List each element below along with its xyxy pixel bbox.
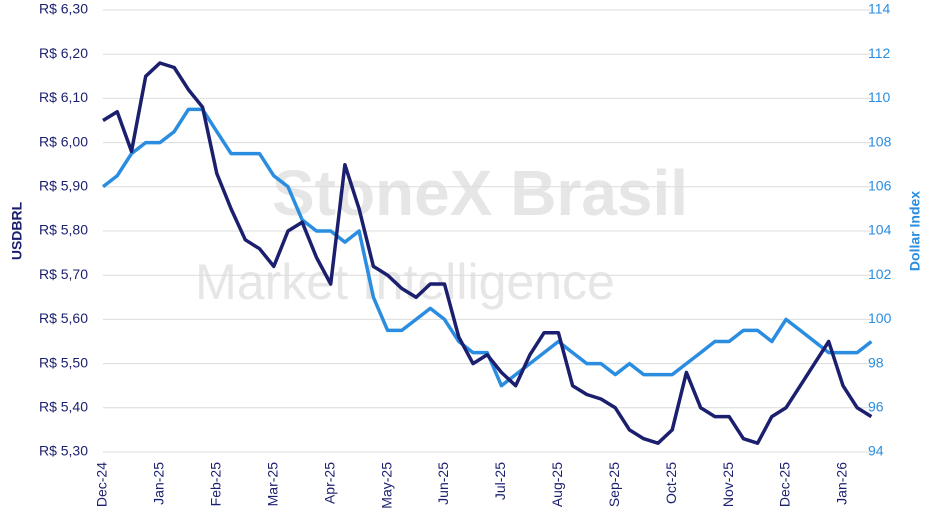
- y2-tick-label: 114: [868, 1, 891, 17]
- watermark: Market Intelligence: [195, 254, 615, 310]
- x-tick-label: Aug-25: [549, 462, 565, 507]
- y-tick-label: R$ 6,20: [39, 45, 88, 61]
- y-tick-label: R$ 6,00: [39, 133, 88, 149]
- y-tick-label: R$ 5,90: [39, 178, 88, 194]
- x-tick-label: Nov-25: [720, 462, 736, 507]
- x-tick-label: Dec-24: [94, 462, 110, 507]
- y-tick-label: R$ 5,80: [39, 222, 88, 238]
- y2-tick-label: 106: [868, 178, 892, 194]
- y2-tick-label: 98: [868, 354, 884, 370]
- y-axis-label: USDBRL: [9, 201, 25, 260]
- x-tick-label: Jan-25: [151, 462, 167, 505]
- x-tick-label: Jan-26: [834, 462, 850, 505]
- series-line: [101, 107, 873, 388]
- y2-tick-label: 110: [868, 89, 891, 105]
- x-tick-label: Jun-25: [435, 462, 451, 505]
- y2-tick-label: 94: [868, 443, 884, 459]
- x-tick-label: Mar-25: [264, 462, 280, 507]
- y2-tick-label: 104: [868, 222, 892, 238]
- y-tick-label: R$ 5,50: [39, 354, 88, 370]
- x-tick-label: May-25: [378, 462, 394, 509]
- y2-tick-label: 112: [868, 45, 891, 61]
- y-tick-label: R$ 5,30: [39, 443, 88, 459]
- x-tick-label: Feb-25: [208, 462, 224, 507]
- y2-tick-label: 102: [868, 266, 892, 282]
- y2-tick-label: 108: [868, 133, 892, 149]
- x-tick-label: Oct-25: [663, 462, 679, 504]
- series-line: [102, 61, 873, 445]
- y2-tick-label: 100: [868, 310, 892, 326]
- y-tick-label: R$ 5,40: [39, 399, 88, 415]
- y2-axis-label: Dollar Index: [907, 191, 923, 271]
- y-tick-label: R$ 5,70: [39, 266, 88, 282]
- y-tick-label: R$ 6,30: [39, 1, 88, 17]
- y-tick-label: R$ 6,10: [39, 89, 88, 105]
- x-tick-label: Sep-25: [606, 462, 622, 507]
- y2-tick-label: 96: [868, 399, 884, 415]
- x-tick-label: Jul-25: [492, 462, 508, 500]
- watermark: StoneX Brasil: [272, 157, 688, 229]
- x-tick-label: Dec-25: [777, 462, 793, 507]
- x-tick-label: Apr-25: [321, 462, 337, 504]
- y-tick-label: R$ 5,60: [39, 310, 88, 326]
